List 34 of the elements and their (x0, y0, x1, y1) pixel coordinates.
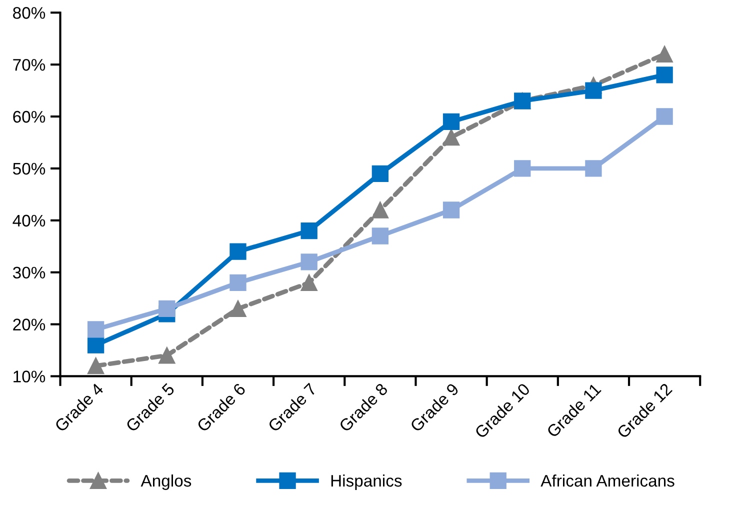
point (585, 82, 602, 99)
point (300, 254, 318, 270)
y-tick-label: 40% (12, 214, 46, 227)
legend-label: Hispanics (331, 474, 402, 490)
y-tick-label: 10% (14, 370, 46, 382)
point (442, 202, 460, 218)
point (442, 113, 460, 130)
point (300, 274, 318, 292)
y-tick-label: 80% (13, 7, 46, 19)
point (372, 202, 389, 218)
point (87, 358, 104, 374)
point (230, 274, 246, 292)
point (158, 347, 176, 364)
y-tick-label: 60% (13, 110, 46, 123)
point (442, 128, 460, 146)
point (585, 160, 602, 177)
y-tick-label: 30% (12, 266, 46, 279)
point (230, 243, 246, 260)
point (656, 108, 673, 125)
point (158, 300, 176, 318)
y-tick-label: 20% (13, 318, 46, 330)
point (372, 165, 389, 182)
point (656, 46, 673, 63)
point (372, 228, 389, 244)
legend-label: Anglos (140, 474, 192, 490)
y-tick-label: 50% (12, 162, 46, 175)
legend-label: African Americans (540, 474, 674, 487)
point (230, 300, 246, 318)
point (87, 336, 104, 354)
point (300, 222, 318, 240)
point (514, 160, 531, 177)
point (656, 66, 673, 84)
point (87, 321, 104, 338)
y-tick-label: 70% (13, 58, 46, 71)
